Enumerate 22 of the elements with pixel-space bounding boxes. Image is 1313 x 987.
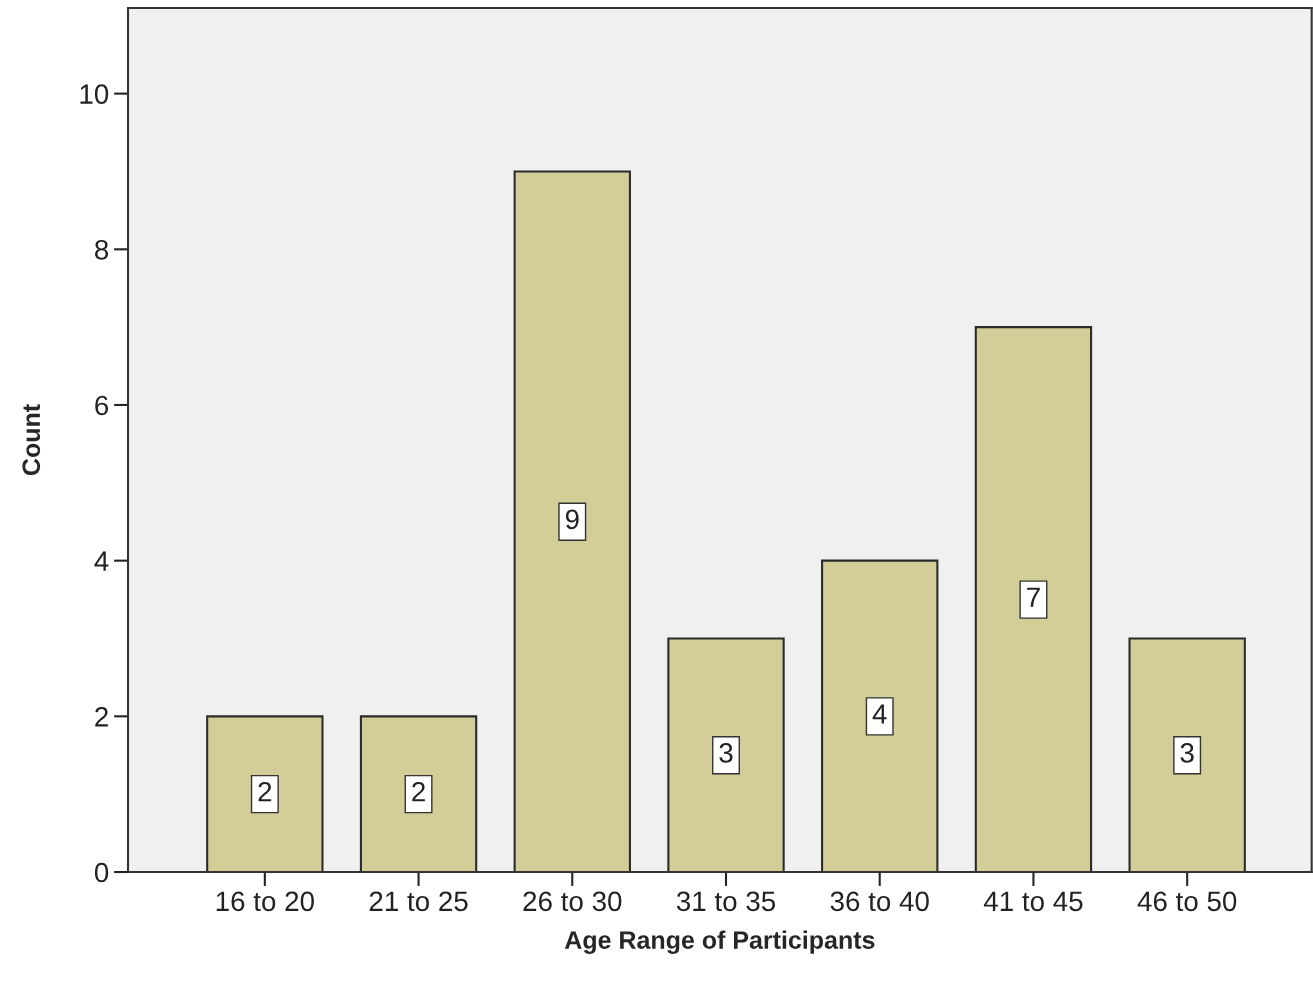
x-tick-label: 16 to 20 xyxy=(216,891,314,912)
data-label: 3 xyxy=(719,743,733,763)
x-tick-label: 46 to 50 xyxy=(1137,891,1237,912)
y-tick-label: 8 xyxy=(95,239,109,260)
y-tick-label: 10 xyxy=(80,84,109,104)
data-label: 2 xyxy=(258,781,272,802)
data-label: 2 xyxy=(412,781,425,802)
data-label: 4 xyxy=(872,704,887,724)
x-tick-label: 26 to 30 xyxy=(523,891,622,912)
x-tick-label: 36 to 40 xyxy=(830,891,929,912)
x-tick-label: 21 to 25 xyxy=(369,891,468,912)
x-tick-label: 41 to 45 xyxy=(983,891,1083,912)
x-tick-label: 31 to 35 xyxy=(676,891,776,912)
data-label: 9 xyxy=(565,509,579,530)
data-label: 3 xyxy=(1180,743,1194,763)
y-axis-title: Count xyxy=(22,404,41,476)
data-label: 7 xyxy=(1027,587,1040,607)
y-tick-label: 6 xyxy=(95,395,109,416)
x-axis-title: Age Range of Participants xyxy=(564,930,875,954)
y-tick-label: 0 xyxy=(94,862,109,883)
y-tick-label: 2 xyxy=(95,707,108,727)
y-tick-label: 4 xyxy=(94,551,109,571)
